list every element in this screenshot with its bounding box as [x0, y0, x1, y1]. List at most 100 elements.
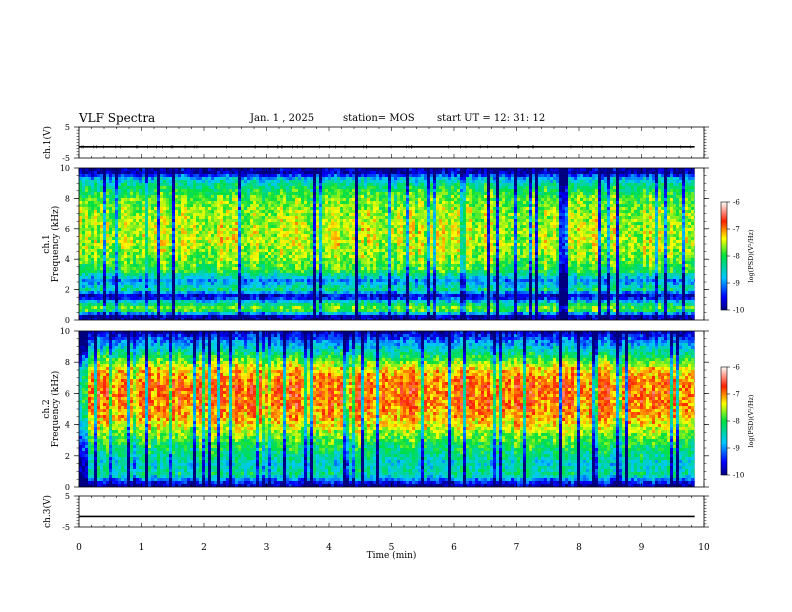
- spectrogram-cell: [364, 228, 367, 231]
- spectrogram-cell: [151, 222, 154, 225]
- spectrogram-cell: [286, 207, 289, 210]
- spectrogram-cell: [259, 246, 262, 249]
- spectrogram-cell: [280, 315, 283, 318]
- spectrogram-cell: [232, 297, 235, 300]
- spectrogram-cell: [223, 186, 226, 189]
- spectrogram-cell: [82, 177, 85, 180]
- spectrogram-cell: [235, 195, 238, 198]
- spectrogram-cell: [94, 282, 97, 285]
- spectrogram-cell: [166, 198, 169, 201]
- spectrogram-cell: [118, 252, 121, 255]
- spectrogram-cell: [112, 201, 115, 204]
- spectrogram-cell: [295, 222, 298, 225]
- spectrogram-cell: [115, 273, 118, 276]
- spectrogram-cell: [265, 174, 268, 177]
- spectrogram-cell: [310, 222, 313, 225]
- spectrogram-cell: [271, 225, 274, 228]
- spectrogram-cell: [289, 294, 292, 297]
- spectrogram-cell: [328, 306, 331, 309]
- spectrogram-cell: [136, 282, 139, 285]
- spectrogram-cell: [370, 213, 373, 216]
- spectrogram-cell: [304, 189, 307, 192]
- spectrogram-cell: [286, 237, 289, 240]
- spectrogram-cell: [328, 195, 331, 198]
- spectrogram-cell: [91, 234, 94, 237]
- spectrogram-cell: [121, 309, 124, 312]
- spectrogram-cell: [244, 189, 247, 192]
- spectrogram-cell: [244, 309, 247, 312]
- spectrogram-cell: [85, 273, 88, 276]
- spectrogram-cell: [352, 261, 355, 264]
- spectrogram-cell: [286, 210, 289, 213]
- spectrogram-cell: [304, 273, 307, 276]
- spectrogram-cell: [220, 174, 223, 177]
- spectrogram-cell: [241, 264, 244, 267]
- spectrogram-cell: [118, 219, 121, 222]
- spectrogram-cell: [184, 264, 187, 267]
- spectrogram-cell: [193, 237, 196, 240]
- spectrogram-cell: [145, 309, 148, 312]
- spectrogram-cell: [349, 177, 352, 180]
- spectrogram-cell: [106, 276, 109, 279]
- spectrogram-cell: [349, 240, 352, 243]
- spectrogram-cell: [193, 300, 196, 303]
- spectrogram-cell: [277, 177, 280, 180]
- spectrogram-cell: [88, 273, 91, 276]
- spectrogram-cell: [217, 210, 220, 213]
- spectrogram-cell: [361, 228, 364, 231]
- spectrogram-cell: [139, 282, 142, 285]
- spectrogram-cell: [217, 306, 220, 309]
- spectrogram-cell: [202, 234, 205, 237]
- spectrogram-cell: [133, 297, 136, 300]
- spectrogram-cell: [313, 222, 316, 225]
- spectrogram-cell: [220, 297, 223, 300]
- spectrogram-cell: [241, 282, 244, 285]
- spectrogram-cell: [262, 228, 265, 231]
- spectrogram-cell: [340, 279, 343, 282]
- spectrogram-cell: [334, 291, 337, 294]
- spectrogram-cell: [217, 225, 220, 228]
- spectrogram-cell: [145, 240, 148, 243]
- spectrogram-cell: [304, 225, 307, 228]
- spectrogram-cell: [130, 219, 133, 222]
- spectrogram-cell: [346, 231, 349, 234]
- spectrogram-cell: [265, 270, 268, 273]
- spectrogram-cell: [112, 180, 115, 183]
- spectrogram-cell: [220, 240, 223, 243]
- spectrogram-cell: [352, 240, 355, 243]
- spectrogram-cell: [358, 210, 361, 213]
- spectrogram-cell: [298, 213, 301, 216]
- spectrogram-cell: [94, 267, 97, 270]
- spectrogram-cell: [130, 255, 133, 258]
- spectrogram-cell: [253, 312, 256, 315]
- spectrogram-cell: [286, 288, 289, 291]
- spectrogram-cell: [139, 216, 142, 219]
- spectrogram-cell: [217, 291, 220, 294]
- spectrogram-cell: [187, 204, 190, 207]
- spectrogram-cell: [292, 261, 295, 264]
- spectrogram-cell: [346, 204, 349, 207]
- spectrogram-cell: [160, 315, 163, 318]
- spectrogram-cell: [283, 282, 286, 285]
- spectrogram-cell: [325, 213, 328, 216]
- spectrogram-cell: [337, 222, 340, 225]
- spectrogram-cell: [163, 207, 166, 210]
- spectrogram-cell: [136, 276, 139, 279]
- spectrogram-cell: [313, 234, 316, 237]
- spectrogram-cell: [124, 264, 127, 267]
- spectrogram-cell: [232, 174, 235, 177]
- spectrogram-cell: [163, 243, 166, 246]
- spectrogram-cell: [121, 240, 124, 243]
- spectrogram-cell: [175, 210, 178, 213]
- spectrogram-cell: [271, 249, 274, 252]
- spectrogram-cell: [142, 309, 145, 312]
- spectrogram-cell: [232, 276, 235, 279]
- spectrogram-cell: [346, 306, 349, 309]
- spectrogram-cell: [361, 177, 364, 180]
- spectrogram-cell: [313, 237, 316, 240]
- spectrogram-cell: [316, 183, 319, 186]
- spectrogram-cell: [277, 288, 280, 291]
- spectrogram-cell: [214, 300, 217, 303]
- spectrogram-cell: [229, 297, 232, 300]
- spectrogram-cell: [343, 309, 346, 312]
